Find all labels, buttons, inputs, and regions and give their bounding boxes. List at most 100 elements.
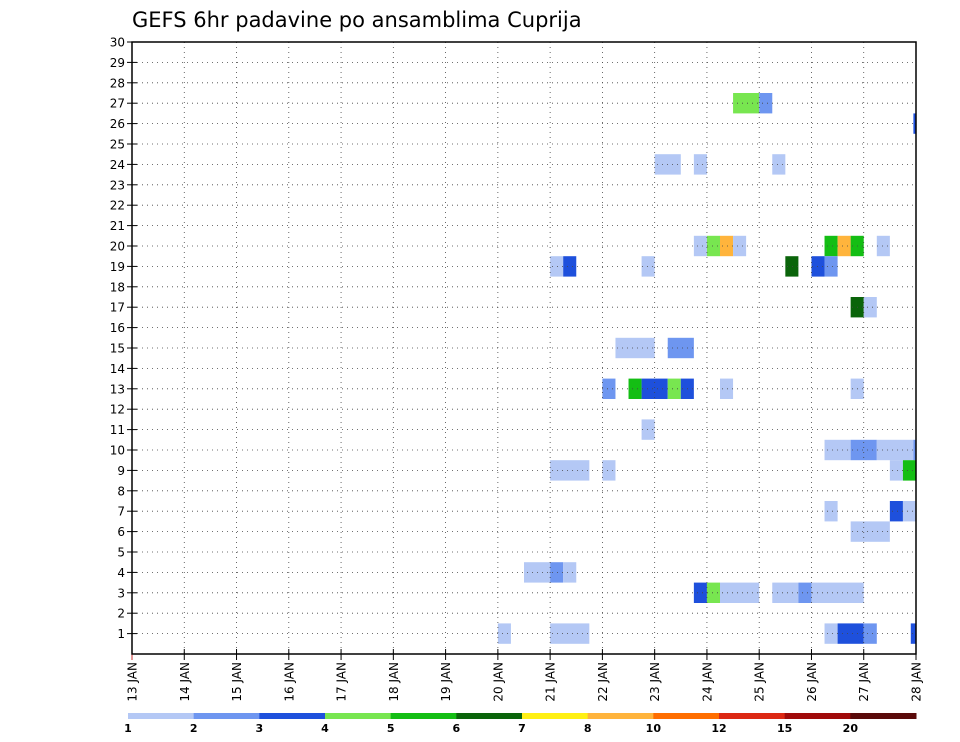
y-axis: 1234567891011121314151617181920212223242… — [110, 36, 137, 641]
heatmap-cell — [602, 378, 616, 399]
heatmap-cell — [889, 460, 903, 481]
heatmap-cell — [550, 562, 564, 583]
heatmap-cell — [563, 562, 577, 583]
heatmap-cell — [824, 501, 838, 522]
heatmap-cell — [876, 235, 890, 257]
colorbar-label: 7 — [518, 722, 526, 735]
heatmap-cell — [641, 256, 655, 277]
colorbar-swatch — [193, 713, 260, 719]
y-tick-label: 20 — [110, 240, 125, 254]
x-tick-label: 15 JAN — [230, 662, 244, 702]
heatmap-cell — [772, 154, 786, 175]
x-axis: 13 JAN 14 JAN 15 JAN 16 JAN 17 JAN 18 JAN 19 J… — [126, 649, 924, 702]
heatmap-cell — [693, 154, 707, 175]
x-tick-label: 22 JAN — [596, 662, 610, 702]
chart-title: GEFS 6hr padavine po ansamblima Cuprija — [132, 8, 582, 32]
colorbar-swatch — [784, 713, 851, 719]
heatmap-cell — [602, 460, 616, 481]
x-tick-label: 21 JAN — [544, 662, 558, 702]
x-tick-label: 28 JAN — [910, 662, 924, 702]
y-tick-label: 9 — [117, 464, 125, 478]
y-tick-label: 3 — [117, 586, 125, 600]
x-tick-label: 26 JAN — [805, 662, 819, 702]
heatmap-cell — [824, 623, 838, 644]
heatmap-cell — [720, 582, 760, 603]
heatmap-cell — [863, 623, 877, 644]
colorbar-swatch — [259, 713, 326, 719]
y-tick-label: 28 — [110, 76, 125, 90]
y-tick-label: 29 — [110, 56, 125, 70]
heatmap-cell — [733, 235, 747, 257]
colorbar-swatch — [325, 713, 392, 719]
colorbar-swatch — [653, 713, 720, 719]
y-tick-label: 21 — [110, 219, 125, 233]
heatmap-cell — [889, 501, 903, 522]
heatmap-cell — [720, 378, 734, 399]
y-tick-label: 17 — [110, 301, 125, 315]
colorbar-swatch — [850, 713, 917, 719]
y-tick-label: 24 — [110, 158, 125, 172]
heatmap-cell — [641, 378, 668, 399]
heatmap-cell — [628, 378, 642, 399]
colorbar-label: 1 — [124, 722, 132, 735]
heatmap-cell — [863, 297, 877, 318]
y-tick-label: 1 — [117, 627, 125, 641]
heatmap-cell — [720, 235, 734, 257]
heatmap-cells — [497, 93, 916, 644]
y-tick-label: 27 — [110, 97, 125, 111]
heatmap-cell — [615, 337, 655, 359]
heatmap-cell — [837, 623, 864, 644]
heatmap-cell — [798, 582, 812, 603]
heatmap-cell — [902, 460, 916, 481]
heatmap-cell — [772, 582, 799, 603]
y-tick-label: 16 — [110, 321, 125, 335]
y-tick-label: 5 — [117, 546, 125, 560]
x-tick-label: 24 JAN — [700, 662, 714, 702]
colorbar-label: 10 — [646, 722, 662, 735]
heatmap-cell — [550, 256, 564, 277]
colorbar-swatch — [128, 713, 195, 719]
heatmap-cell — [733, 93, 760, 114]
y-tick-label: 6 — [117, 525, 125, 539]
y-tick-label: 7 — [117, 505, 125, 519]
x-tick-label: 27 JAN — [857, 662, 871, 702]
colorbar-legend: 1 2 3 4 5 6 7 8 10 12 15 20 — [124, 713, 917, 735]
heatmap-cell — [497, 623, 511, 644]
heatmap-cell — [759, 93, 773, 114]
heatmap-cell — [837, 235, 851, 257]
heatmap-cell — [876, 439, 914, 461]
colorbar-label: 6 — [453, 722, 461, 735]
y-tick-label: 19 — [110, 260, 125, 274]
heatmap-cell — [693, 235, 707, 257]
x-tick-label: 23 JAN — [648, 662, 662, 702]
x-tick-label: 17 JAN — [335, 662, 349, 702]
plot-frame — [131, 41, 917, 655]
y-tick-label: 26 — [110, 117, 125, 131]
heatmap-cell — [824, 235, 838, 257]
heatmap-cell — [550, 460, 590, 481]
colorbar-label: 2 — [190, 722, 198, 735]
heatmap-cell — [785, 256, 799, 277]
colorbar-label: 12 — [711, 722, 726, 735]
y-tick-label: 25 — [110, 138, 125, 152]
y-tick-label: 11 — [110, 423, 125, 437]
heatmap-cell — [850, 521, 890, 542]
colorbar-swatch — [719, 713, 786, 719]
x-tick-label: 20 JAN — [491, 662, 505, 702]
heatmap-cell — [667, 337, 694, 359]
y-tick-label: 4 — [117, 566, 125, 580]
colorbar-swatch — [456, 713, 523, 719]
x-tick-label: 18 JAN — [387, 662, 401, 702]
x-tick-label: 19 JAN — [439, 662, 453, 702]
heatmap-cell — [550, 623, 590, 644]
y-tick-label: 23 — [110, 178, 125, 192]
colorbar-label: 5 — [387, 722, 395, 735]
heatmap-cell — [706, 235, 720, 257]
heatmap-cell — [667, 378, 681, 399]
y-tick-label: 2 — [117, 607, 125, 621]
colorbar-swatch — [390, 713, 457, 719]
x-tick-label: 25 JAN — [753, 662, 767, 702]
heatmap-cell — [850, 439, 877, 461]
y-tick-label: 15 — [110, 342, 125, 356]
x-tick-label: 14 JAN — [178, 662, 192, 702]
